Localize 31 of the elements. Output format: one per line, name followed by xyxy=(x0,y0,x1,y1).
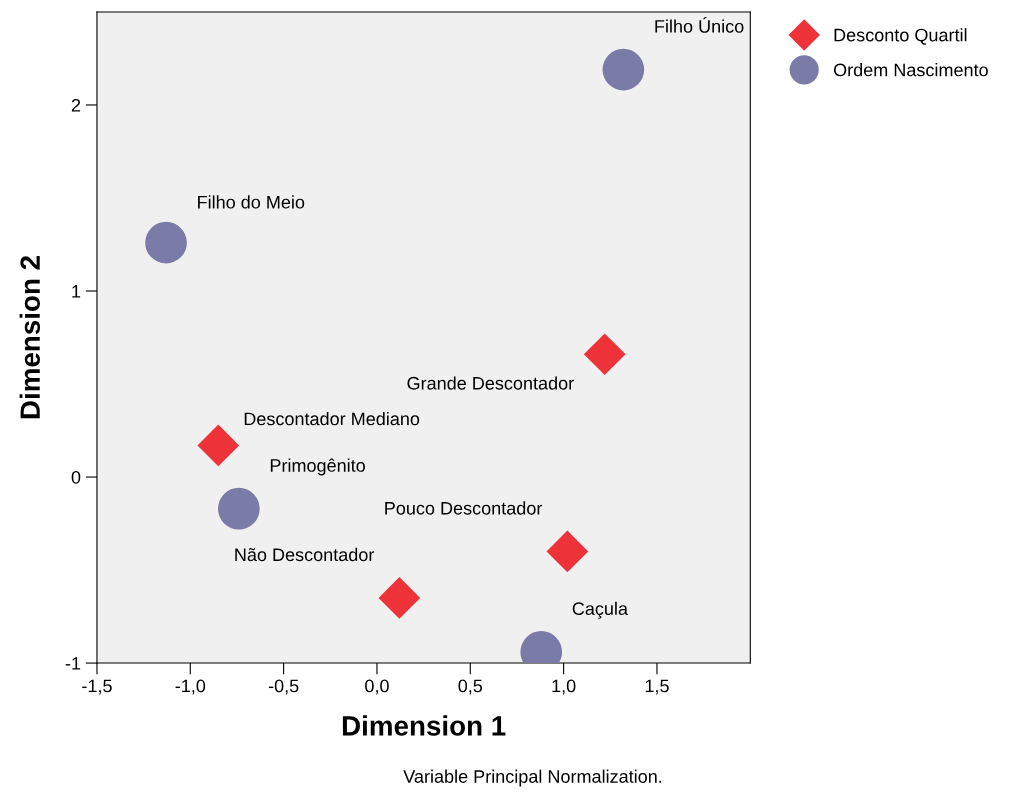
y-tick-label: -1 xyxy=(65,657,81,670)
annotation: Filho do Meio xyxy=(198,195,305,209)
x-tick-label: -0,5 xyxy=(268,679,299,695)
text: Variable Principal Normalization. xyxy=(403,769,662,787)
point xyxy=(197,424,240,467)
annotation: Caçula xyxy=(572,601,628,619)
point xyxy=(602,48,645,91)
y-axis-title: Dimension 2 xyxy=(19,256,41,419)
x-axis-title: Dimension 1 xyxy=(342,715,506,736)
x-tick-label: 1,5 xyxy=(645,679,669,695)
y-tick-label: 1 xyxy=(72,285,81,298)
annotation: Pouco Descontador xyxy=(385,501,543,515)
y-tick-label: 2 xyxy=(71,98,81,112)
point xyxy=(218,487,260,530)
annotation: Descontador Mediano xyxy=(244,411,420,426)
annotation: Filho Único xyxy=(655,16,744,33)
annotation: Grande Descontador xyxy=(407,376,574,390)
x-tick-label: -1,0 xyxy=(175,679,206,695)
legend-label: Ordem Nascimento xyxy=(833,63,988,77)
x-tick-label: -1,5 xyxy=(82,679,112,695)
x-tick-label: 1,0 xyxy=(552,679,576,695)
point xyxy=(145,221,187,264)
point xyxy=(378,577,421,619)
x-tick-label: 0,0 xyxy=(365,679,389,695)
annotation: Não Descontador xyxy=(235,547,375,562)
y-tick-label: 0 xyxy=(71,470,81,484)
point xyxy=(583,333,626,376)
legend-label: Desconto Quartil xyxy=(834,28,967,45)
annotation: Primogênito xyxy=(270,458,365,476)
x-tick-label: 0,5 xyxy=(458,679,483,695)
point xyxy=(546,530,589,573)
